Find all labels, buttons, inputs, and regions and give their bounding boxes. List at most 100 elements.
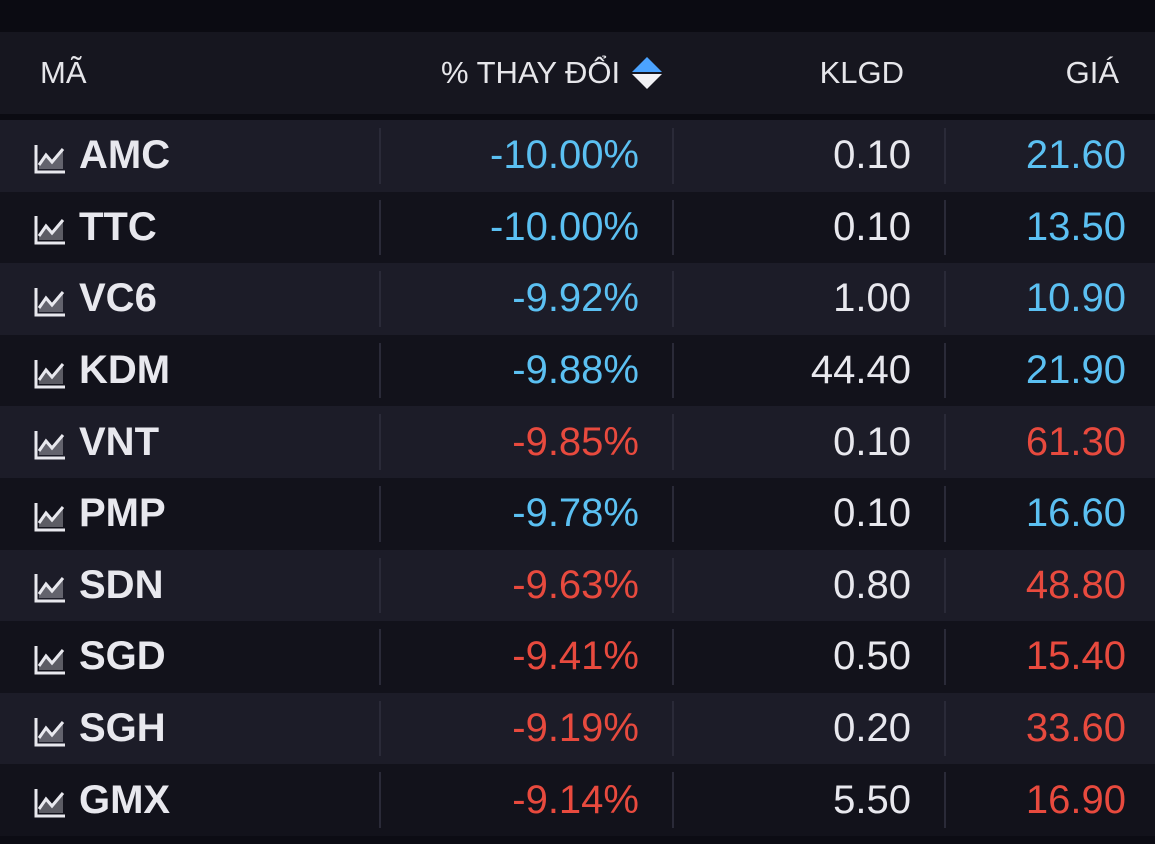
price: 10.90 xyxy=(1025,276,1126,321)
price: 16.60 xyxy=(1025,491,1126,536)
column-divider xyxy=(379,629,381,685)
stock-code-cell[interactable]: TTC xyxy=(33,192,157,264)
column-divider xyxy=(379,700,381,757)
change-percent: -9.63% xyxy=(512,562,639,607)
price: 61.30 xyxy=(1025,419,1126,464)
column-divider xyxy=(379,414,381,470)
stock-code: SGD xyxy=(79,634,166,679)
stock-code: VC6 xyxy=(79,276,157,321)
column-header-price[interactable]: GIÁ xyxy=(1066,32,1119,114)
table-row[interactable]: SGD -9.41% 0.50 15.40 xyxy=(0,621,1155,693)
table-row[interactable]: VC6 -9.92% 1.00 10.90 xyxy=(0,263,1155,335)
line-chart-icon[interactable] xyxy=(33,498,67,532)
column-header-price-label: GIÁ xyxy=(1065,55,1119,90)
change-percent: -9.88% xyxy=(512,348,639,393)
price: 16.90 xyxy=(1025,777,1126,822)
stock-code-cell[interactable]: VC6 xyxy=(33,263,157,335)
column-divider xyxy=(379,772,381,828)
table-row[interactable]: PMP -9.78% 0.10 16.60 xyxy=(0,477,1155,550)
table-row[interactable]: KDM -9.88% 44.40 21.90 xyxy=(0,334,1155,407)
top-strip xyxy=(0,0,1155,32)
table-body: AMC -10.00% 0.10 21.60 TTC -10.00% 0.10 13.50 VC… xyxy=(0,120,1155,836)
column-divider xyxy=(672,485,674,542)
line-chart-icon[interactable] xyxy=(33,355,67,389)
line-chart-icon[interactable] xyxy=(33,713,67,747)
stock-code: SDN xyxy=(79,562,164,607)
trading-volume: 1.00 xyxy=(833,276,911,321)
stock-code-cell[interactable]: SDN xyxy=(33,550,163,622)
column-divider xyxy=(672,271,674,327)
column-divider xyxy=(944,629,946,685)
stock-code-cell[interactable]: VNT xyxy=(33,406,159,478)
column-divider xyxy=(379,342,381,399)
table-row[interactable]: AMC -10.00% 0.10 21.60 xyxy=(0,120,1155,192)
column-divider xyxy=(672,199,674,256)
stock-code-cell[interactable]: GMX xyxy=(33,764,170,836)
table-row[interactable]: SDN -9.63% 0.80 48.80 xyxy=(0,549,1155,622)
column-divider xyxy=(379,128,381,184)
column-divider xyxy=(944,557,946,614)
line-chart-icon[interactable] xyxy=(33,784,67,818)
stock-code-cell[interactable]: SGH xyxy=(33,693,166,765)
column-header-code-label: MÃ xyxy=(40,55,87,90)
trading-volume: 0.10 xyxy=(833,204,911,249)
stock-code-cell[interactable]: AMC xyxy=(33,120,170,192)
sort-descending-icon xyxy=(632,74,663,89)
price: 21.90 xyxy=(1025,348,1126,393)
stock-code: VNT xyxy=(79,419,159,464)
column-header-change-label: % THAY ĐỔI xyxy=(441,55,621,90)
stock-code: SGH xyxy=(79,706,166,751)
trading-volume: 0.10 xyxy=(833,491,911,536)
column-divider xyxy=(379,271,381,327)
price: 15.40 xyxy=(1025,634,1126,679)
change-percent: -10.00% xyxy=(490,204,639,249)
table-row[interactable]: VNT -9.85% 0.10 61.30 xyxy=(0,406,1155,478)
column-divider xyxy=(944,271,946,327)
column-divider xyxy=(672,342,674,399)
change-percent: -9.78% xyxy=(512,491,639,536)
line-chart-icon[interactable] xyxy=(33,211,67,245)
trading-volume: 0.20 xyxy=(833,706,911,751)
line-chart-icon[interactable] xyxy=(33,569,67,603)
line-chart-icon[interactable] xyxy=(33,283,67,317)
line-chart-icon[interactable] xyxy=(33,140,67,174)
column-header-volume[interactable]: KLGD xyxy=(820,32,904,114)
column-divider xyxy=(672,772,674,828)
table-row[interactable]: SGH -9.19% 0.20 33.60 xyxy=(0,692,1155,765)
column-divider xyxy=(672,700,674,757)
change-percent: -9.92% xyxy=(512,276,639,321)
change-percent: -9.85% xyxy=(512,419,639,464)
column-divider xyxy=(944,772,946,828)
trading-volume: 0.10 xyxy=(833,419,911,464)
column-divider xyxy=(672,629,674,685)
line-chart-icon[interactable] xyxy=(33,641,67,675)
column-divider xyxy=(944,342,946,399)
column-header-code[interactable]: MÃ xyxy=(40,32,87,114)
stock-code: PMP xyxy=(79,491,166,536)
change-percent: -9.19% xyxy=(512,706,639,751)
change-percent: -9.41% xyxy=(512,634,639,679)
column-divider xyxy=(944,700,946,757)
stock-code-cell[interactable]: KDM xyxy=(33,335,170,407)
column-divider xyxy=(379,485,381,542)
table-row[interactable]: GMX -9.14% 5.50 16.90 xyxy=(0,764,1155,836)
change-percent: -9.14% xyxy=(512,777,639,822)
stock-code-cell[interactable]: SGD xyxy=(33,621,166,693)
stock-code-cell[interactable]: PMP xyxy=(33,478,166,550)
table-header: MÃ % THAY ĐỔI KLGD GIÁ xyxy=(0,32,1155,114)
column-divider xyxy=(944,199,946,256)
column-divider xyxy=(672,557,674,614)
column-header-change[interactable]: % THAY ĐỔI xyxy=(441,32,663,114)
header-divider xyxy=(0,114,1155,120)
line-chart-icon[interactable] xyxy=(33,426,67,460)
trading-volume: 0.80 xyxy=(833,562,911,607)
price: 33.60 xyxy=(1025,706,1126,751)
stock-code: GMX xyxy=(79,777,171,822)
stock-code: TTC xyxy=(79,204,157,249)
table-row[interactable]: TTC -10.00% 0.10 13.50 xyxy=(0,191,1155,264)
stock-code: KDM xyxy=(79,348,171,393)
price: 13.50 xyxy=(1025,204,1126,249)
sort-toggle-icon[interactable] xyxy=(632,57,663,89)
price: 21.60 xyxy=(1025,133,1126,178)
